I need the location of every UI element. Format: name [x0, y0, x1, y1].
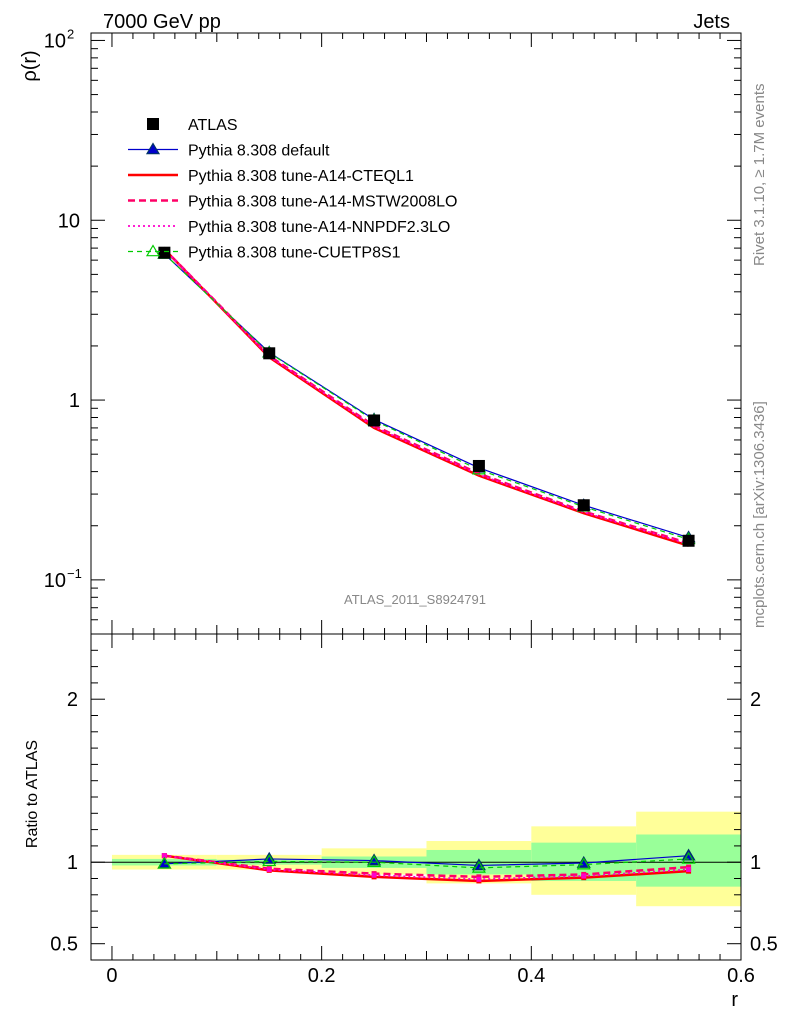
main-data-point — [682, 534, 695, 547]
header-left-label: 7000 GeV pp — [103, 11, 221, 33]
main-cteql1-line — [163, 248, 689, 547]
legend-label-cuetp: Pythia 8.308 tune-CUETP8S1 — [188, 245, 401, 262]
ratio-nnpdf-point — [686, 867, 692, 873]
main-mstw-line — [163, 248, 689, 545]
legend-label-cteql1: Pythia 8.308 tune-A14-CTEQL1 — [188, 168, 414, 185]
main-nnpdf-line — [163, 248, 689, 546]
y-tick-label: 1 — [69, 390, 80, 412]
mcplots-reference-label: mcplots.cern.ch [arXiv:1306.3436] — [751, 401, 768, 628]
x-tick-label: 0.2 — [308, 965, 336, 987]
legend: ATLAS Pythia 8.308 default Pythia 8.308 tu… — [128, 117, 457, 262]
main-cuetp-line — [163, 253, 689, 540]
header-right-label: Jets — [693, 11, 730, 33]
legend-label-data: ATLAS — [188, 117, 238, 134]
x-tick-label: 0 — [106, 965, 117, 987]
main-data-point — [472, 459, 485, 472]
main-data-point — [577, 499, 590, 512]
y-tick-label: 2 — [67, 689, 78, 711]
ratio-y-axis-label: Ratio to ATLAS — [24, 740, 41, 848]
y-tick-label-right: 0.5 — [750, 934, 778, 956]
x-tick-label: 0.4 — [517, 965, 545, 987]
ratio-cuetp-point — [681, 851, 696, 864]
legend-label-mstw: Pythia 8.308 tune-A14-MSTW2008LO — [188, 194, 457, 211]
y-tick-label-exponent: −1 — [67, 566, 82, 581]
y-tick-label: 10 — [58, 210, 80, 232]
ratio-panel-series — [157, 848, 696, 884]
y-tick-label-right: 2 — [750, 689, 761, 711]
legend-default-marker — [145, 142, 161, 155]
y-tick-label-exponent: 2 — [67, 26, 74, 41]
legend-cuetp-marker — [145, 244, 161, 257]
main-data-point — [368, 414, 381, 427]
ratio-mstw-line — [164, 854, 689, 879]
legend-label-nnpdf: Pythia 8.308 tune-A14-NNPDF2.3LO — [188, 219, 450, 236]
y-tick-label: 1 — [67, 852, 78, 874]
ratio-cuetp-line — [164, 858, 689, 869]
analysis-label: ATLAS_2011_S8924791 — [344, 592, 486, 607]
legend-label-default: Pythia 8.308 default — [188, 143, 330, 160]
y-tick-label: 10 — [44, 30, 66, 52]
ratio-nnpdf-point — [581, 873, 587, 879]
ratio-cteql1-line — [164, 854, 689, 883]
main-default-line — [163, 253, 689, 539]
ratio-cuetp-point — [367, 855, 382, 868]
ratio-panel-frame — [90, 633, 742, 961]
y-tick-label-right: 1 — [750, 852, 761, 874]
ratio-nnpdf-point — [266, 867, 272, 873]
ratio-cuetp-point — [471, 860, 486, 873]
ratio-cuetp-point — [262, 854, 277, 867]
ratio-default-line — [164, 855, 689, 867]
rivet-version-label: Rivet 3.1.10, ≥ 1.7M events — [751, 84, 768, 267]
ratio-nnpdf-point — [371, 872, 377, 878]
x-axis-label: r — [731, 989, 738, 1011]
ratio-cuetp-point — [157, 856, 172, 869]
ratio-nnpdf-point — [161, 853, 167, 859]
x-tick-label: 0.6 — [727, 965, 755, 987]
y-tick-label: 0.5 — [50, 934, 78, 956]
main-data-point — [158, 246, 171, 259]
ratio-nnpdf-point — [476, 876, 482, 882]
ratio-cuetp-point — [576, 857, 591, 870]
y-tick-label: 10 — [44, 570, 66, 592]
main-panel-series — [157, 246, 696, 547]
main-data-point — [263, 347, 276, 360]
legend-data-marker — [147, 118, 159, 130]
main-y-axis-label: ρ(r) — [19, 50, 41, 81]
ratio-panel-axes: 0 0.2 0.4 0.6 0.5 0.5 1 1 2 2 — [50, 633, 778, 987]
